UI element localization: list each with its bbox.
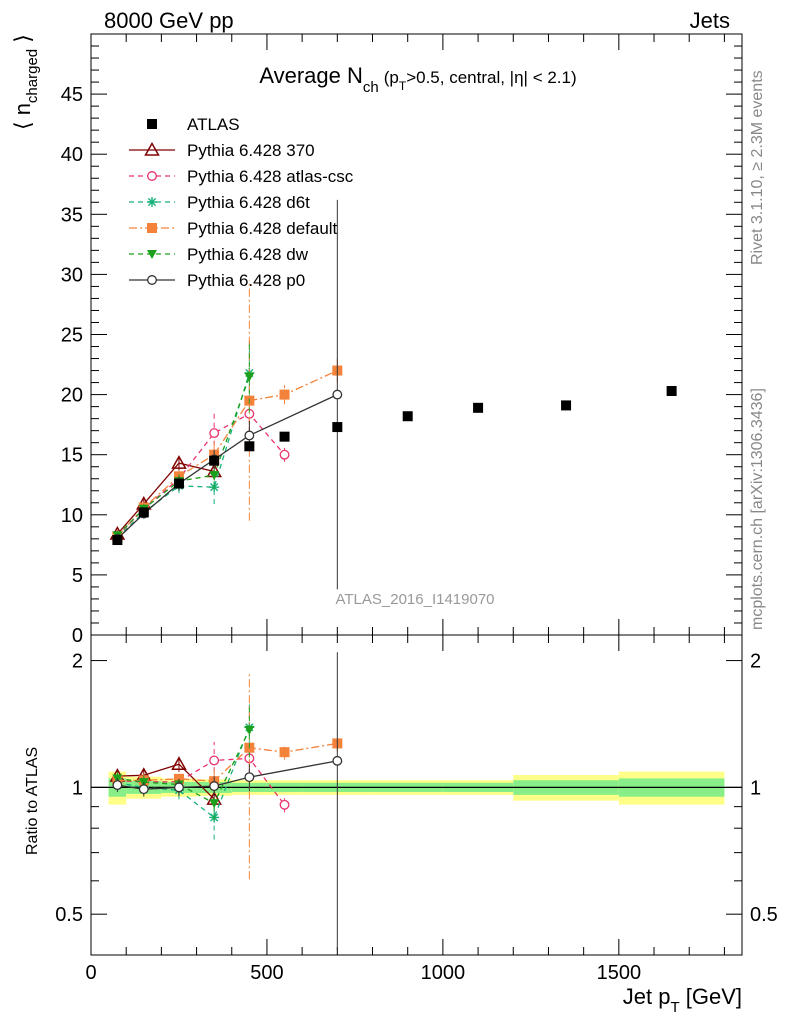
data-point	[279, 431, 290, 442]
series-point	[209, 428, 220, 439]
ratio-series-point	[244, 725, 255, 735]
data-point	[561, 400, 572, 411]
ratio-y-tick-label-right: 0.5	[750, 904, 778, 926]
series-point	[171, 455, 187, 469]
ratio-series-point	[209, 799, 220, 809]
legend-marker	[147, 275, 157, 285]
series-line	[116, 394, 338, 540]
ratio-y-tick-label-right: 1	[750, 777, 761, 799]
data-point	[473, 402, 484, 413]
ratio-series-point	[112, 780, 123, 791]
legend-marker	[147, 119, 157, 129]
legend-marker	[147, 171, 157, 181]
data-point	[173, 478, 184, 489]
ratio-y-tick-label: 0.5	[55, 904, 83, 926]
data-point	[332, 422, 343, 433]
ratio-series-line	[117, 763, 215, 800]
main-data-layer	[112, 385, 677, 546]
ratio-series-line	[117, 742, 338, 782]
data-point	[209, 455, 220, 466]
ratio-y-tick-label: 1	[72, 777, 83, 799]
y-tick-label: 35	[61, 204, 83, 226]
legend-label: Pythia 6.428 370	[187, 141, 315, 160]
legend-label: Pythia 6.428 dw	[187, 245, 309, 264]
y-tick-label: 25	[61, 325, 83, 347]
legend-marker	[144, 141, 160, 156]
series-point	[244, 372, 255, 382]
series-line	[116, 372, 250, 539]
ratio-series-line	[117, 727, 250, 819]
ratio-plot-frame	[90, 634, 743, 956]
y-axis-label: ⟨ ncharged ⟩	[10, 34, 41, 130]
legend-label: Pythia 6.428 p0	[187, 271, 305, 290]
ratio-series-point	[209, 781, 220, 792]
x-axis-label: Jet pT [GeV]	[623, 984, 742, 1016]
analysis-watermark: ATLAS_2016_I1419070	[335, 591, 494, 608]
data-point	[244, 441, 255, 452]
rivet-label: Rivet 3.1.10, ≥ 2.3M events	[749, 70, 766, 265]
ratio-series-point	[138, 784, 149, 795]
x-tick-label: 1500	[597, 962, 642, 984]
ratio-series-point	[279, 799, 290, 810]
x-tick-label: 1000	[421, 962, 466, 984]
legend-marker	[147, 197, 157, 207]
legend-label: Pythia 6.428 default	[187, 219, 338, 238]
legend-label: Pythia 6.428 d6t	[187, 193, 310, 212]
ratio-series-layer	[109, 652, 343, 951]
ratio-series-point	[171, 756, 187, 770]
chart-title: Average Nch(pT>0.5, central, |η| < 2.1)	[259, 63, 576, 96]
ratio-y-tick-label: 2	[72, 651, 83, 673]
ratio-y-axis-label: Ratio to ATLAS	[24, 747, 41, 855]
y-tick-label: 10	[61, 505, 83, 527]
series-point	[279, 389, 290, 400]
ratio-series-line	[117, 729, 250, 805]
ratio-band-layer	[91, 771, 742, 805]
header-left: 8000 GeV pp	[104, 8, 234, 33]
y-tick-label: 0	[72, 625, 83, 647]
ratio-series-point	[209, 755, 220, 766]
legend-label: Pythia 6.428 atlas-csc	[187, 167, 354, 186]
legend-marker	[147, 223, 157, 233]
x-tick-label: 500	[250, 962, 283, 984]
mcplots-label: mcplots.cern.ch [arXiv:1306.3436]	[749, 388, 766, 630]
series-point	[209, 471, 220, 481]
y-tick-label: 30	[61, 264, 83, 286]
legend: ATLAS Pythia 6.428 370 Pythia 6.428 atlas-…	[129, 115, 354, 290]
y-tick-label: 45	[61, 84, 83, 106]
y-tick-label: 20	[61, 385, 83, 407]
data-point	[112, 535, 123, 546]
series-point	[332, 389, 343, 400]
ratio-y-tick-label-right: 2	[750, 651, 761, 673]
main-panel-ticks: 0 5 10 15 20 25 30 35 40 45	[61, 34, 742, 647]
legend-marker	[147, 250, 157, 259]
legend-label: ATLAS	[187, 115, 240, 134]
series-point	[279, 449, 290, 460]
data-point	[402, 411, 413, 422]
ratio-panel-ticks: 0 500 1000 1500 0.5 0.5 1 1 2 2	[55, 635, 778, 984]
y-tick-label: 5	[72, 565, 83, 587]
data-point	[666, 385, 677, 396]
ratio-series-point	[279, 747, 290, 758]
x-tick-label: 0	[85, 962, 96, 984]
y-tick-label: 40	[61, 144, 83, 166]
ratio-series-point	[174, 782, 184, 793]
series-line	[116, 369, 338, 537]
header-right: Jets	[690, 8, 730, 33]
ratio-series-point	[332, 755, 343, 766]
y-tick-label: 15	[61, 445, 83, 467]
series-line	[116, 462, 215, 535]
data-point	[138, 507, 149, 518]
ratio-series-point	[244, 772, 255, 783]
series-point	[244, 430, 255, 441]
